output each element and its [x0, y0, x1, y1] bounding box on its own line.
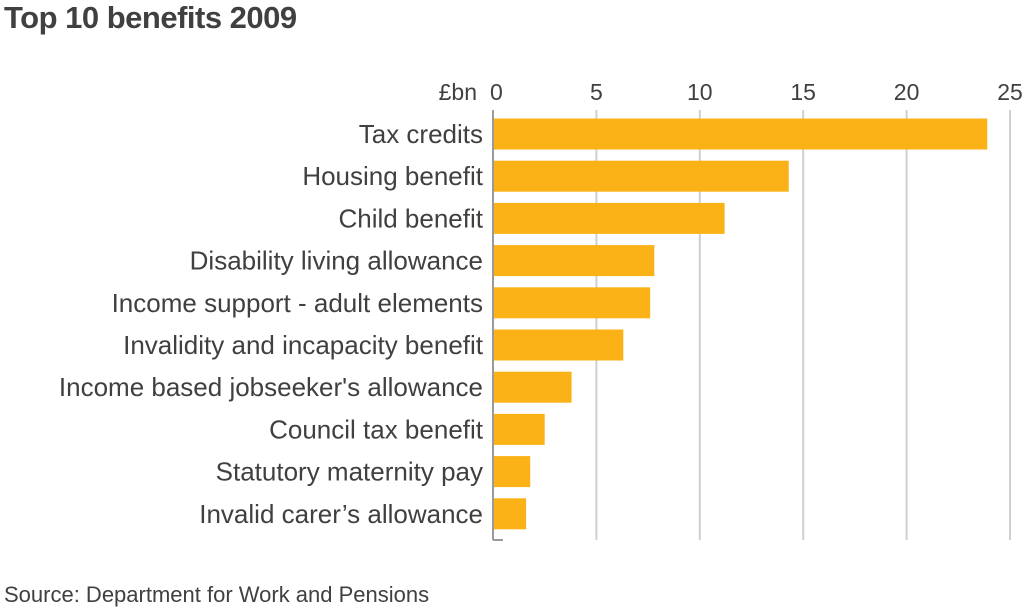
bar-4: [493, 245, 655, 277]
unit-label: £bn: [439, 79, 477, 105]
category-label-4: Disability living allowance: [190, 246, 483, 276]
chart-title: Top 10 benefits 2009: [4, 0, 297, 35]
bar-9: [493, 456, 531, 488]
bar-5: [493, 287, 651, 319]
category-label-2: Housing benefit: [302, 161, 483, 191]
bar-8: [493, 413, 545, 445]
bar-6: [493, 329, 624, 361]
category-label-6: Invalidity and incapacity benefit: [123, 330, 484, 360]
category-label-7: Income based jobseeker's allowance: [59, 372, 483, 402]
tick-label-10: 10: [687, 79, 713, 105]
tick-label-15: 15: [790, 79, 816, 105]
bar-10: [493, 498, 527, 530]
bar-7: [493, 371, 572, 403]
category-label-3: Child benefit: [338, 203, 483, 233]
tick-label-20: 20: [894, 79, 920, 105]
tick-label-25: 25: [997, 79, 1023, 105]
bar-3: [493, 202, 725, 234]
chart-source: Source: Department for Work and Pensions: [4, 582, 430, 607]
bar-2: [493, 160, 789, 192]
category-label-8: Council tax benefit: [269, 414, 484, 444]
category-label-10: Invalid carer’s allowance: [199, 499, 483, 529]
category-label-1: Tax credits: [359, 119, 483, 149]
bar-1: [493, 118, 988, 150]
tick-label-5: 5: [590, 79, 603, 105]
category-label-5: Income support - adult elements: [112, 288, 483, 318]
category-label-9: Statutory maternity pay: [216, 457, 483, 487]
tick-label-0: 0: [490, 79, 503, 105]
